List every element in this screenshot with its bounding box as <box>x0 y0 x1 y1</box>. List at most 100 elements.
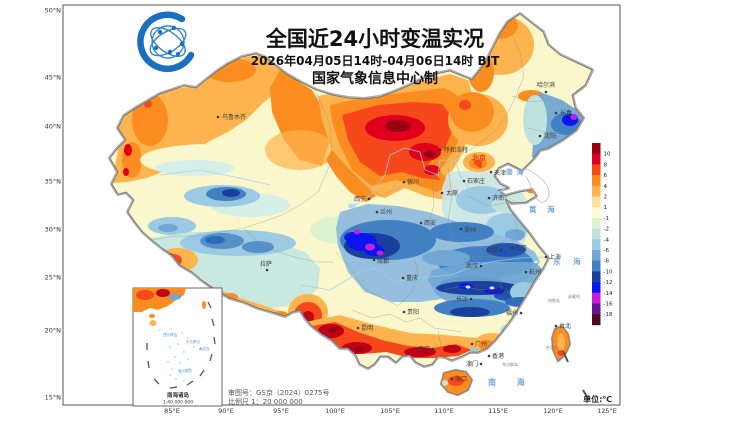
city-label: 兰州 <box>380 208 392 216</box>
legend-color-block <box>592 303 601 315</box>
city-dot <box>487 354 491 358</box>
inset-islands-dots <box>159 328 195 382</box>
legend-color-block <box>592 282 601 294</box>
city-label: 台北 <box>559 322 571 330</box>
sea-label: 黄 海 <box>529 204 559 214</box>
city-dot <box>538 134 542 138</box>
city-label: 澳门 <box>466 360 478 368</box>
legend-value-label: -6 <box>604 248 610 254</box>
map-subtitle: 2026年04月05日14时-04月06日14时 BJT <box>251 53 500 68</box>
city-label: 长沙 <box>456 295 468 303</box>
inset-island-label: 南沙群岛 <box>178 368 192 373</box>
legend-color-block <box>592 228 601 240</box>
longitude-label: 110°E <box>434 407 454 415</box>
inset-nine-dash-line <box>146 301 216 389</box>
city-dot <box>438 148 442 152</box>
map-scale-note: 比例尺 1：20 000 000 <box>228 397 303 406</box>
map-approval-number: 审图号：GS京（2024）0275号 <box>228 388 330 397</box>
longitude-label: 105°E <box>380 407 400 415</box>
legend-color-block <box>592 292 601 304</box>
city-dot <box>499 248 503 252</box>
inset-island-label: 中沙群岛 <box>186 339 200 344</box>
city-dot <box>419 221 423 225</box>
city-label: 贵阳 <box>407 308 419 316</box>
city-dot <box>469 297 473 301</box>
city-dot <box>554 111 558 115</box>
city-label: 重庆 <box>406 274 418 282</box>
city-label: 成都 <box>377 257 389 265</box>
inset-title: 南海诸岛 <box>167 391 190 399</box>
legend-value-label: 1 <box>604 205 608 211</box>
city-label: 北京 <box>472 153 486 162</box>
city-dot <box>375 210 379 214</box>
latitude-label: 35°N <box>45 178 62 186</box>
city-label: 南宁 <box>418 345 430 353</box>
legend-color-block <box>592 239 601 251</box>
city-dot <box>401 276 405 280</box>
city-label: 西宁 <box>354 195 366 203</box>
legend-value-label: 6 <box>604 173 608 179</box>
legend-value-label: -16 <box>604 302 613 308</box>
city-label: 昆明 <box>361 325 373 332</box>
city-dot <box>544 90 548 94</box>
axis-labels-layer: 50°N 45°N 40°N 35°N 30°N 25°N 20°N 15°N 85°E 90°E… <box>45 7 617 416</box>
legend-color-block <box>592 217 601 229</box>
hainan-island <box>440 369 473 396</box>
legend-color-block <box>592 153 601 165</box>
city-label: 广州 <box>475 340 487 348</box>
city-label: 南昌 <box>492 288 504 296</box>
city-dot <box>265 268 269 272</box>
inset-scale: 1:40 000 000 <box>163 400 193 406</box>
legend-value-label: -8 <box>604 259 610 265</box>
city-dot <box>216 115 220 119</box>
city-dot <box>402 180 406 184</box>
korea-outline <box>524 167 550 203</box>
city-dot <box>372 258 376 262</box>
legend-value-label: 10 <box>604 152 611 158</box>
legend-color-block <box>592 164 601 176</box>
latitude-label: 15°N <box>45 394 62 402</box>
longitude-label: 90°E <box>218 407 234 415</box>
nmic-logo <box>137 11 195 72</box>
longitude-label: 85°E <box>164 407 180 415</box>
legend-value-label: -10 <box>604 269 613 275</box>
latitude-label: 25°N <box>45 274 62 282</box>
city-dot <box>356 326 360 330</box>
city-dot <box>544 255 548 259</box>
sea-label: 南 海 <box>488 377 534 387</box>
island-label: 赤尾屿 <box>568 293 580 299</box>
map-credit: 国家气象信息中心制 <box>312 70 438 87</box>
china-national-boundary <box>109 13 593 369</box>
city-dot <box>478 164 482 168</box>
city-label: 香港 <box>492 352 504 360</box>
city-label: 长春 <box>560 109 572 117</box>
inset-island-label: 黄岩岛 <box>199 346 210 351</box>
legend-color-block <box>592 196 601 208</box>
sea-labels-layer: 渤 海黄 海东 海南 海 <box>488 167 586 387</box>
city-label: 拉萨 <box>260 260 272 268</box>
city-label: 海口 <box>455 375 467 383</box>
city-label: 呼和浩特 <box>444 146 468 154</box>
longitude-label: 120°E <box>543 407 563 415</box>
city-label: 沈阳 <box>544 132 556 140</box>
sea-label: 东 海 <box>553 256 586 266</box>
city-label: 福州 <box>506 309 518 317</box>
legend-color-block <box>592 143 601 154</box>
legend-value-label: 8 <box>604 162 608 168</box>
longitude-label: 125°E <box>597 407 617 415</box>
legend-value-label: 4 <box>604 184 608 190</box>
legend-value-label: 2 <box>604 195 608 201</box>
city-label: 石家庄 <box>467 177 485 185</box>
map-title: 全国近24小时变温实况 <box>265 27 484 51</box>
city-label: 济南 <box>492 194 504 202</box>
legend-value-label: -1 <box>604 216 609 222</box>
latitude-label: 45°N <box>45 74 62 82</box>
legend-colorbar: 10 8 6 4 2 1 -1 -2 -4 -6 -8 -10 -12 -14 -16 -18 <box>592 143 613 326</box>
city-dot <box>450 377 454 381</box>
city-label: 西安 <box>424 219 436 227</box>
city-label: 郑州 <box>464 226 476 234</box>
